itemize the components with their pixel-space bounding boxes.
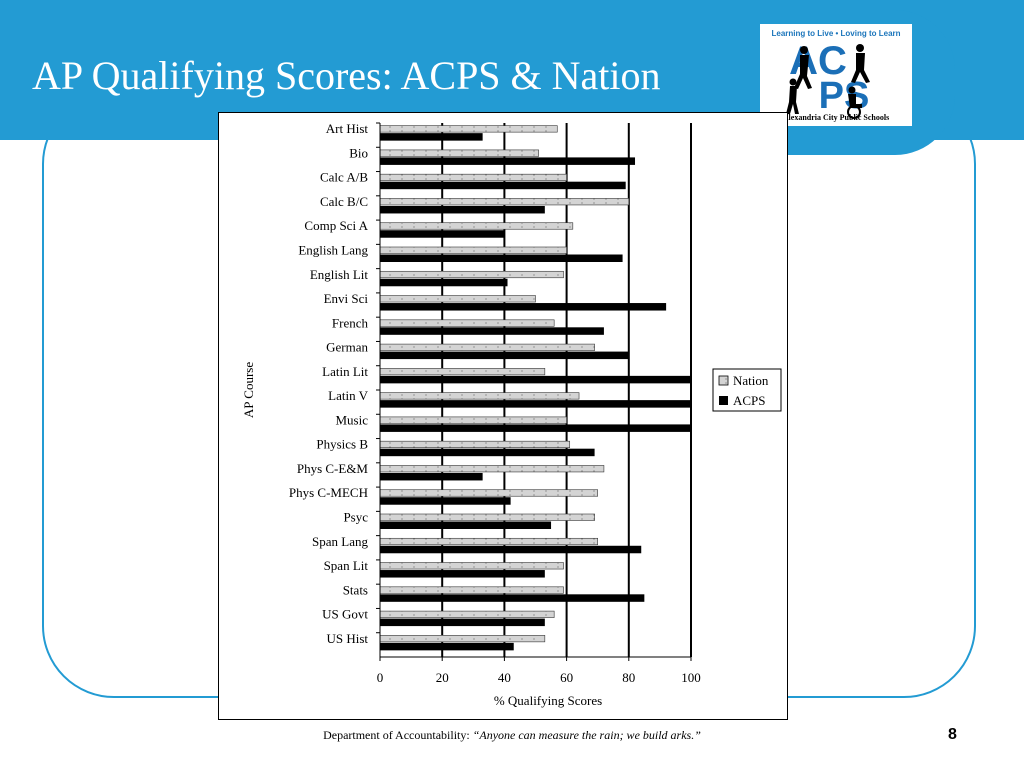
- bar-acps: [380, 521, 552, 529]
- x-tick-label: 60: [560, 670, 573, 685]
- bar-nation: [379, 125, 558, 133]
- bar-nation: [379, 319, 555, 327]
- bar-acps: [380, 424, 691, 432]
- bar-nation: [379, 513, 595, 521]
- logo-letters-bottom: PS: [819, 75, 870, 117]
- footer-motto: “Anyone can measure the rain; we build a…: [472, 728, 701, 742]
- bar-nation: [379, 610, 555, 618]
- bar-acps: [380, 545, 642, 554]
- bar-acps: [380, 375, 691, 384]
- logo-letters-top: AC: [789, 39, 847, 83]
- y-tick-label: French: [332, 315, 369, 330]
- bar-acps: [380, 254, 623, 262]
- bar-nation: [379, 489, 598, 497]
- y-tick-label: Music: [336, 412, 369, 427]
- bar-acps: [380, 157, 636, 165]
- y-tick-label: Span Lang: [312, 534, 368, 549]
- y-tick-label: Phys C-MECH: [289, 485, 368, 500]
- x-tick-label: 100: [681, 670, 701, 685]
- x-tick-labels: 0 20 40 60 80 100: [377, 670, 701, 685]
- y-tick-label: US Govt: [322, 607, 368, 622]
- bar-acps: [380, 642, 514, 651]
- y-tick-label: Physics B: [316, 437, 368, 452]
- bar-acps: [380, 327, 604, 335]
- bar-nation: [379, 149, 539, 157]
- legend-swatch-acps: [719, 396, 728, 405]
- bar-nation: [379, 368, 546, 376]
- x-tick-label: 20: [436, 670, 449, 685]
- bar-acps: [380, 472, 483, 481]
- y-tick-label: Stats: [343, 582, 368, 597]
- y-tick-label: Psyc: [343, 510, 368, 525]
- bar-acps: [380, 303, 667, 311]
- page-number: 8: [948, 726, 957, 743]
- slide-footer: Department of Accountability: “Anyone ca…: [0, 728, 1024, 743]
- y-tick-label: German: [326, 340, 368, 355]
- y-tick-label: Phys C-E&M: [297, 461, 369, 476]
- bar-nation: [379, 586, 564, 594]
- bar-nation: [379, 537, 598, 546]
- acps-logo-graphic: Learning to Live • Loving to Learn AC PS…: [771, 29, 900, 122]
- bar-nation: [379, 343, 595, 351]
- people-figures-icon: [786, 44, 870, 119]
- bar-acps: [380, 230, 505, 238]
- y-tick-label: Calc B/C: [320, 194, 368, 209]
- bar-acps: [380, 400, 691, 408]
- bar-acps: [380, 448, 595, 457]
- legend-label-acps: ACPS: [733, 393, 766, 408]
- bar-acps: [380, 570, 545, 578]
- bar-nation: [379, 635, 546, 643]
- bar-acps: [380, 497, 511, 505]
- x-axis-label: % Qualifying Scores: [494, 693, 602, 708]
- bar-nation: [379, 222, 574, 230]
- bar-nation: [379, 562, 564, 570]
- y-tick-label: Art Hist: [326, 121, 369, 136]
- legend-label-nation: Nation: [733, 373, 769, 388]
- bar-nation: [379, 246, 567, 254]
- slide-title: AP Qualifying Scores: ACPS & Nation: [32, 53, 661, 98]
- y-tick-label: Calc A/B: [320, 170, 368, 185]
- y-tick-label: English Lang: [298, 243, 368, 258]
- bar-acps: [380, 181, 626, 190]
- bar-acps: [380, 278, 508, 287]
- bar-nation: [379, 465, 605, 473]
- bar-nation: [379, 270, 564, 279]
- bar-acps: [380, 594, 645, 602]
- x-tick-label: 0: [377, 670, 384, 685]
- bar-nation: [379, 198, 630, 206]
- logo-school-name: Alexandria City Public Schools: [783, 113, 889, 122]
- bar-acps: [380, 618, 545, 627]
- bar-acps: [380, 205, 545, 214]
- acps-logo: Learning to Live • Loving to Learn AC PS…: [760, 24, 912, 126]
- y-tick-label: US Hist: [326, 631, 368, 646]
- chart-legend: Nation ACPS: [712, 368, 782, 412]
- bar-nation: [379, 392, 580, 400]
- y-tick-label: Envi Sci: [324, 291, 369, 306]
- y-axis-label: AP Course: [241, 362, 256, 418]
- y-tick-labels: Art Hist Bio Calc A/B Calc B/C Comp Sci A Eng…: [289, 121, 369, 646]
- bar-acps: [380, 133, 483, 141]
- y-tick-label: Span Lit: [324, 558, 369, 573]
- bar-acps: [380, 351, 629, 360]
- chart-panel: Art Hist Bio Calc A/B Calc B/C Comp Sci A Eng…: [218, 112, 788, 720]
- footer-department: Department of Accountability:: [323, 728, 470, 742]
- bar-nation: [379, 440, 571, 448]
- x-tick-label: 80: [622, 670, 635, 685]
- y-tick-label: English Lit: [310, 267, 369, 282]
- logo-tagline: Learning to Live • Loving to Learn: [771, 29, 900, 38]
- y-tick-label: Bio: [349, 145, 368, 160]
- bar-nation: [379, 173, 567, 181]
- chart-bars: [379, 125, 691, 651]
- bar-chart: Art Hist Bio Calc A/B Calc B/C Comp Sci A Eng…: [241, 121, 782, 708]
- y-tick-label: Comp Sci A: [304, 218, 368, 233]
- bar-nation: [379, 295, 536, 303]
- bar-nation: [379, 416, 567, 424]
- x-tick-label: 40: [498, 670, 511, 685]
- y-tick-label: Latin Lit: [322, 364, 368, 379]
- legend-swatch-nation: [718, 375, 729, 386]
- y-tick-label: Latin V: [328, 388, 368, 403]
